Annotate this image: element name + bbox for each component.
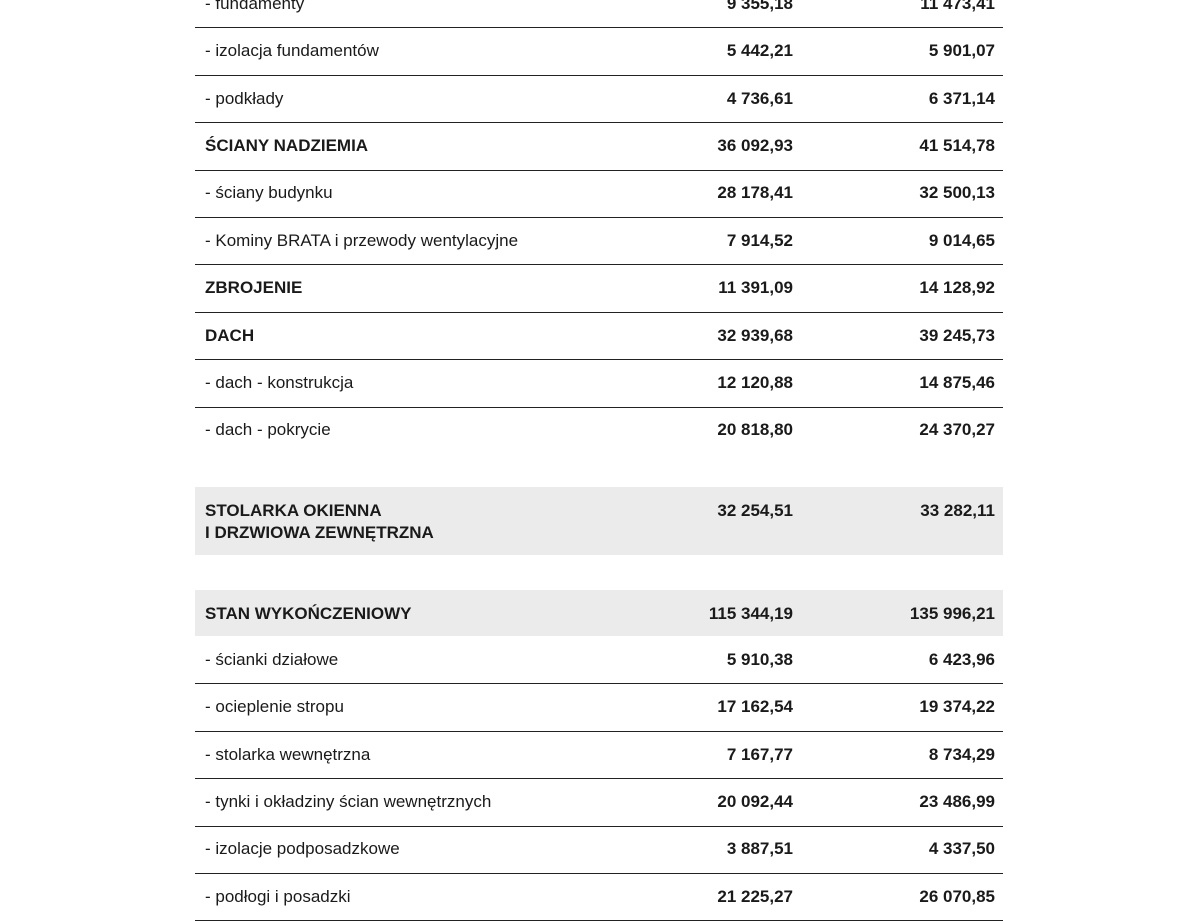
value-1: 3 887,51 (726, 839, 793, 859)
value-1: 4 736,61 (726, 88, 793, 108)
value-2: 26 070,85 (919, 886, 995, 906)
row-separator (195, 730, 1003, 732)
value-1: 20 092,44 (717, 791, 793, 811)
row-separator (195, 359, 1003, 361)
item-label: - fundamenty (205, 0, 305, 13)
value-1: 36 092,93 (717, 135, 793, 155)
item-label: - podłogi i posadzki (205, 886, 351, 906)
row-separator (195, 27, 1003, 29)
row-separator (195, 683, 1003, 685)
highlight-band (195, 487, 1003, 555)
value-1: 7 914,52 (726, 230, 793, 250)
value-2: 8 734,29 (928, 744, 995, 764)
row-separator (195, 122, 1003, 124)
section-label: I DRZWIOWA ZEWNĘTRZNA (205, 523, 434, 542)
section-label: DACH (205, 325, 255, 345)
item-label: - izolacje podposadzkowe (205, 839, 400, 859)
row-separator (195, 311, 1003, 313)
row-separator (195, 264, 1003, 266)
section-label: STAN WYKOŃCZENIOWY (205, 604, 412, 623)
value-2: 14 875,46 (919, 372, 995, 392)
value-2: 14 128,92 (919, 278, 995, 298)
value-1: 12 120,88 (717, 372, 793, 392)
item-label: - dach - konstrukcja (205, 372, 354, 392)
value-1: 7 167,77 (726, 744, 793, 764)
value-1: 5 910,38 (726, 649, 793, 669)
value-1: 9 355,18 (726, 0, 793, 13)
value-1: 17 162,54 (717, 697, 793, 717)
highlight-band (195, 590, 1003, 636)
value-2: 23 486,99 (919, 791, 995, 811)
item-label: - izolacja fundamentów (205, 41, 379, 61)
row-separator (195, 778, 1003, 780)
value-2: 135 996,21 (909, 604, 995, 623)
value-2: 33 282,11 (920, 501, 995, 520)
row-separator (195, 873, 1003, 874)
row-separator (195, 406, 1003, 408)
value-2: 6 371,14 (928, 88, 995, 108)
value-1: 20 818,80 (717, 420, 793, 440)
value-2: 19 374,22 (919, 697, 995, 717)
value-2: 4 337,50 (928, 839, 995, 859)
item-label: - podkłady (205, 88, 284, 108)
value-2: 11 473,41 (920, 0, 995, 13)
row-separator (195, 169, 1003, 171)
value-2: 39 245,73 (919, 325, 995, 345)
item-label: - tynki i okładziny ścian wewnętrznych (205, 791, 492, 811)
item-label: - stolarka wewnętrzna (205, 744, 371, 764)
value-1: 5 442,21 (726, 41, 793, 61)
value-2: 6 423,96 (928, 649, 995, 669)
value-2: 41 514,78 (919, 135, 995, 155)
item-label: - Kominy BRATA i przewody wentylacyjne (205, 230, 519, 250)
value-2: 5 901,07 (928, 41, 995, 61)
value-2: 32 500,13 (919, 183, 995, 203)
section-label: STOLARKA OKIENNA (205, 501, 382, 520)
value-1: 28 178,41 (717, 183, 793, 203)
value-2: 24 370,27 (919, 420, 995, 440)
document: - fundamenty 9 355,18 11 473,41 - izolacja … (195, 0, 1003, 921)
value-1: 115 344,19 (708, 604, 793, 623)
value-1: 11 391,09 (718, 278, 793, 298)
value-2: 9 014,65 (928, 230, 995, 250)
section-label: ŚCIANY NADZIEMIA (205, 135, 369, 155)
value-1: 32 939,68 (717, 325, 793, 345)
row-separator (195, 825, 1003, 827)
item-label: - dach - pokrycie (205, 420, 331, 440)
value-1: 21 225,27 (717, 886, 793, 906)
value-1: 32 254,51 (717, 501, 793, 520)
row-separator (195, 217, 1003, 218)
section-label: ZBROJENIE (205, 278, 303, 298)
item-label: - ścianki działowe (205, 649, 339, 669)
item-label: - ściany budynku (205, 183, 333, 203)
row-separator (195, 74, 1003, 76)
item-label: - ocieplenie stropu (205, 697, 344, 717)
